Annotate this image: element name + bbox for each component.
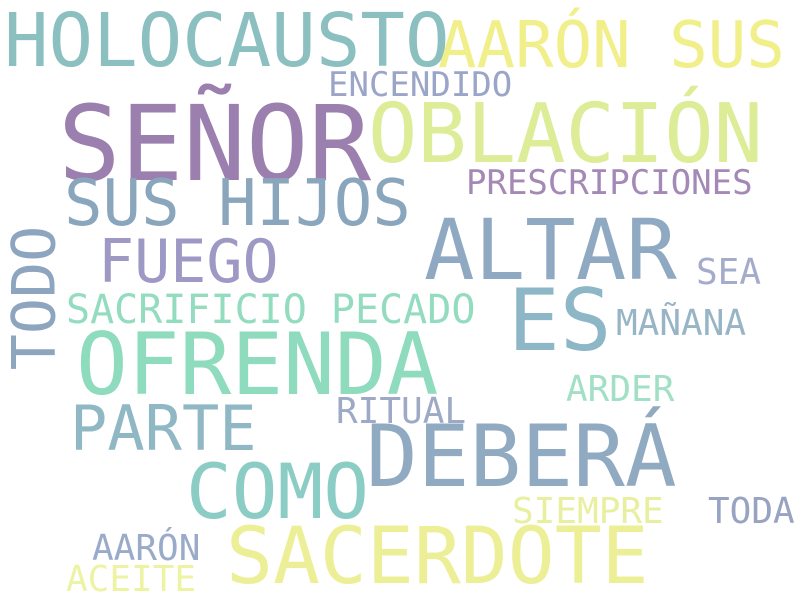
word-manana: MAÑANA	[616, 306, 746, 342]
word-es: ES	[508, 278, 612, 364]
word-arder: ARDER	[566, 372, 674, 408]
word-todo-vertical: TODO	[4, 226, 64, 371]
word-aceite: ACEITE	[66, 562, 196, 598]
word-sea: SEA	[696, 255, 761, 291]
word-fuego: FUEGO	[98, 232, 279, 292]
word-debera: DEBERÁ	[366, 414, 677, 500]
word-sacerdote: SACERDOTE	[226, 518, 649, 596]
word-prescripciones: PRESCRIPCIONES	[466, 166, 753, 200]
word-toda: TODA	[708, 494, 795, 530]
